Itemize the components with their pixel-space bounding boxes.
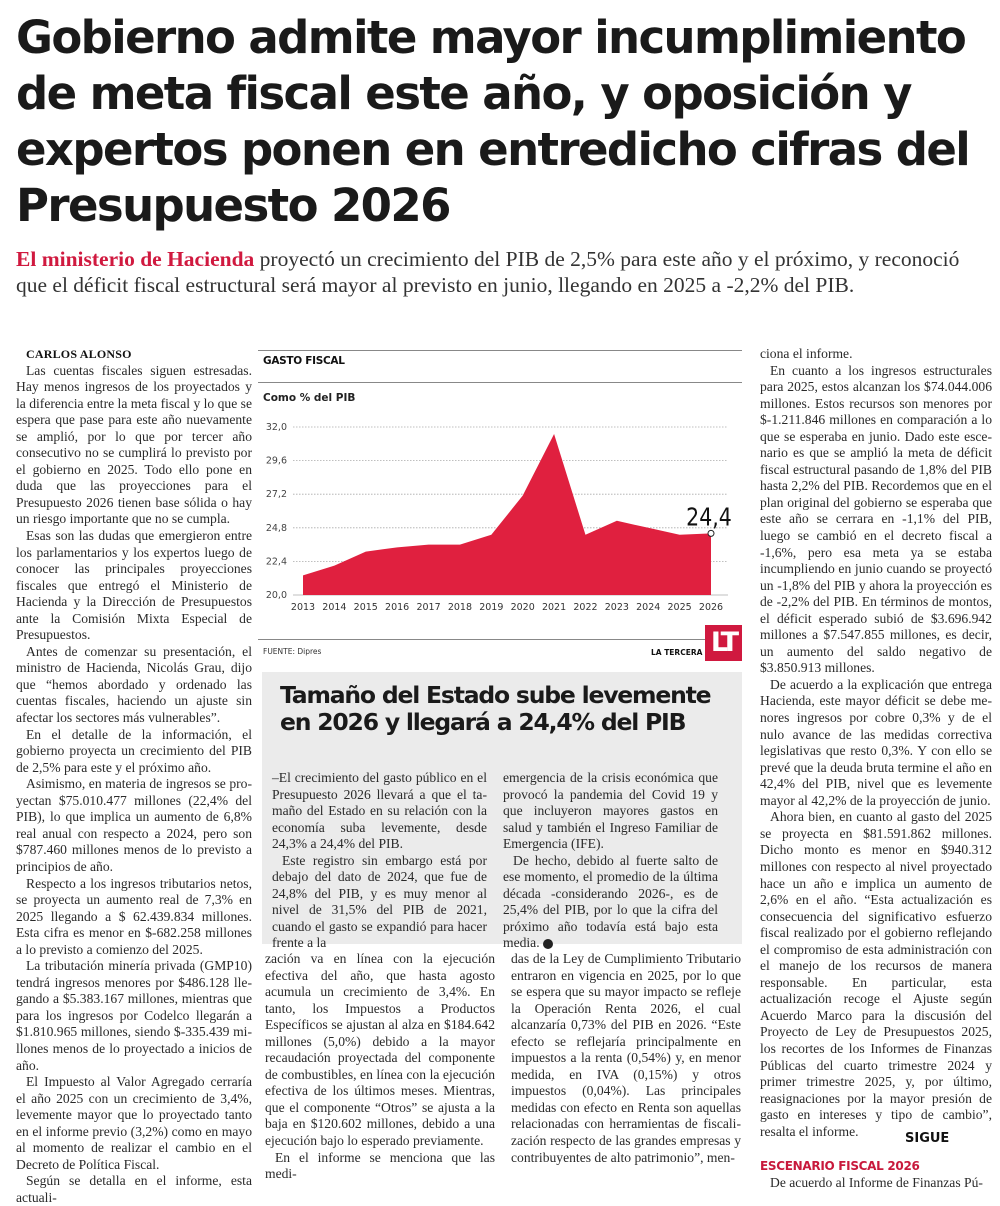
- continues-label: SIGUE: [905, 1131, 950, 1146]
- x-tick-label: 2025: [668, 602, 692, 613]
- x-tick-label: 2014: [322, 602, 346, 613]
- paragraph: En cuanto a los ingresos estructurales p…: [760, 362, 992, 676]
- brand-name: LA TERCERA: [651, 648, 703, 657]
- gasto-fiscal-chart: GASTO FISCAL Como % del PIB 20,0 22,4 24,8…: [258, 350, 742, 664]
- paragraph: zación va en línea con la ejecución efec…: [265, 951, 495, 1149]
- y-tick-label: 27,2: [266, 489, 287, 500]
- paragraph: Ahora bien, en cuanto al gasto del 2025 …: [760, 809, 992, 1139]
- annotation-label: 24,4: [686, 504, 732, 532]
- sidebar-box: Tamaño del Estado sube levemente en 2026…: [262, 672, 742, 950]
- y-tick-label: 24,8: [266, 523, 287, 534]
- y-tick-label: 29,6: [266, 456, 287, 467]
- paragraph: De acuerdo a la explicación que entrega …: [760, 676, 992, 808]
- x-tick-label: 2017: [416, 602, 440, 613]
- column-2b: das de la Ley de Cumplimiento Tributario…: [511, 951, 741, 1166]
- paragraph: En el detalle de la información, el gobi…: [16, 726, 252, 775]
- x-tick-label: 2013: [291, 602, 315, 613]
- divider: [258, 639, 742, 640]
- y-tick-label: 22,4: [266, 556, 287, 567]
- data-point: [707, 529, 715, 537]
- x-tick-label: 2019: [479, 602, 503, 613]
- x-tick-label: 2018: [448, 602, 472, 613]
- paragraph: emergencia de la crisis económica que pr…: [503, 770, 718, 852]
- paragraph: De acuerdo al Informe de Finanzas Pú-: [770, 1174, 983, 1190]
- x-tick-label: 2016: [385, 602, 409, 613]
- paragraph: ciona el informe.: [760, 346, 853, 361]
- paragraph: Esas son las dudas que emergieron entre …: [16, 528, 252, 643]
- x-tick-label: 2021: [542, 602, 566, 613]
- chart-subtitle: Como % del PIB: [263, 392, 356, 404]
- paragraph: La tributación minería privada (GMP10) t…: [16, 958, 252, 1073]
- end-mark-icon: [542, 939, 553, 950]
- paragraph: El Impuesto al Valor Agregado cerraría e…: [16, 1074, 252, 1172]
- area-series: [303, 434, 711, 595]
- box-column-1: –El crecimiento del gasto público en el …: [272, 770, 487, 952]
- paragraph: De hecho, debido al fuerte salto de ese …: [503, 852, 718, 951]
- divider: [258, 350, 742, 351]
- x-tick-label: 2023: [605, 602, 629, 613]
- deck: El ministerio de Hacienda proyectó un cr…: [16, 246, 991, 298]
- byline: CARLOS ALONSO: [26, 347, 132, 361]
- paragraph: Este registro sin embargo está por de­ba…: [272, 852, 487, 951]
- paragraph: Las cuentas fiscales siguen estresadas. …: [16, 362, 252, 527]
- section-heading: ESCENARIO FISCAL 2026: [760, 1159, 920, 1174]
- column-2a: zación va en línea con la ejecución efec…: [265, 951, 495, 1183]
- y-tick-label: 20,0: [266, 590, 287, 601]
- paragraph: –El crecimiento del gasto público en el …: [272, 770, 487, 852]
- x-tick-label: 2024: [636, 602, 660, 613]
- chart-source: FUENTE: Dipres: [263, 647, 322, 656]
- x-tick-label: 2015: [354, 602, 378, 613]
- la-tercera-logo: LT: [705, 625, 742, 661]
- box-title: Tamaño del Estado sube levemente en 2026…: [280, 681, 712, 736]
- paragraph: Asimismo, en materia de ingresos se pro­…: [16, 776, 252, 874]
- headline: Gobierno admite mayor incumplimiento de …: [16, 11, 971, 232]
- deck-text: proyectó un crecimiento del PIB de 2,5% …: [16, 247, 960, 297]
- x-tick-label: 2026: [699, 602, 723, 613]
- box-column-2: emergencia de la crisis económica que pr…: [503, 770, 718, 952]
- column-1: CARLOS ALONSO Las cuentas fiscales sigue…: [16, 346, 252, 1206]
- paragraph: Respecto a los ingresos tributarios neto…: [16, 875, 252, 957]
- column-3: ciona el informe. En cuanto a los ingreso…: [760, 346, 992, 1191]
- deck-lead: El ministerio de Hacienda: [16, 247, 255, 271]
- y-tick-label: 32,0: [266, 422, 287, 433]
- x-tick-label: 2022: [573, 602, 597, 613]
- divider: [258, 382, 742, 383]
- chart-title: GASTO FISCAL: [263, 355, 345, 367]
- chart-plot: 20,0 22,4 24,8 27,2 29,6 32,0 2013 2014 2015 2016…: [266, 422, 732, 613]
- paragraph: En el informe se menciona que las medi-: [265, 1149, 495, 1182]
- x-tick-label: 2020: [511, 602, 535, 613]
- paragraph: das de la Ley de Cumplimiento Tributario…: [511, 951, 741, 1165]
- paragraph: Antes de comenzar su presentación, el mi…: [16, 643, 252, 726]
- paragraph: Según se detalla en el informe, esta act…: [16, 1173, 252, 1205]
